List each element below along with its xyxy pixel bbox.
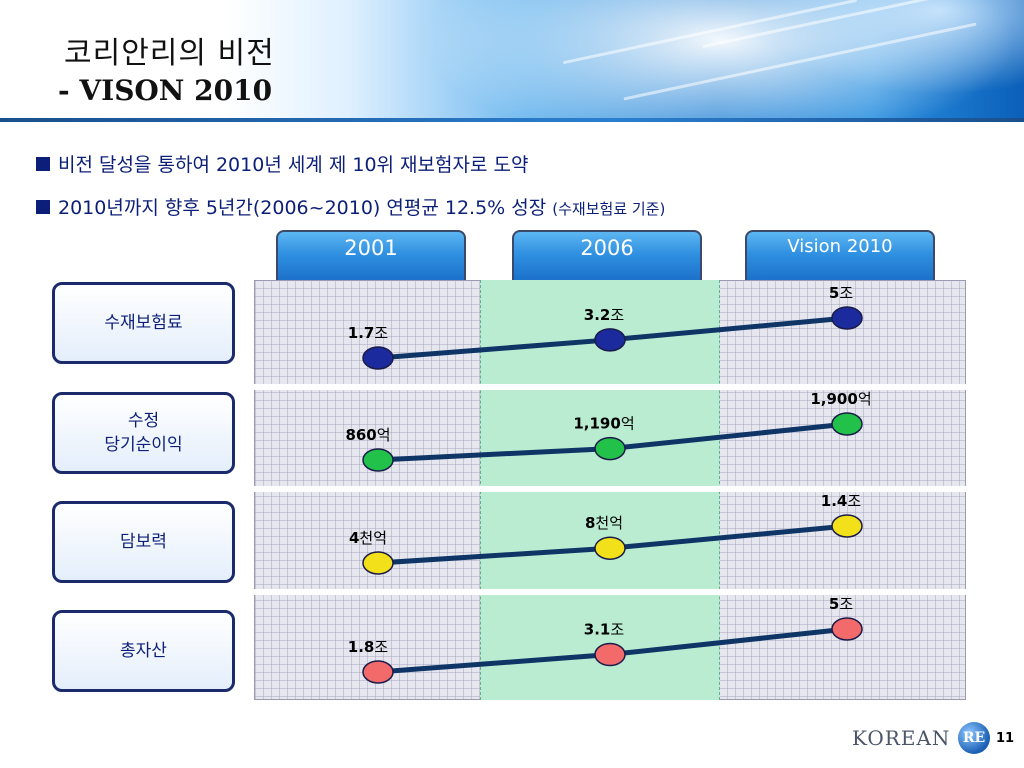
row-label-line: 당기순이익 bbox=[104, 435, 183, 455]
company-logo: KOREAN bbox=[852, 726, 951, 750]
data-label: 4천억 bbox=[349, 529, 387, 547]
data-label-value: 5 bbox=[829, 284, 839, 302]
data-label: 5조 bbox=[829, 595, 853, 613]
row-separator bbox=[254, 384, 966, 390]
data-label: 1.7조 bbox=[348, 324, 389, 342]
row-label-line: 수재보험료 bbox=[104, 313, 183, 333]
data-label-value: 4 bbox=[349, 529, 359, 547]
data-label-unit: 조 bbox=[610, 621, 624, 639]
row-label-total-assets: 총자산 bbox=[52, 610, 235, 692]
data-point bbox=[594, 642, 626, 667]
data-label-value: 3.2 bbox=[584, 306, 611, 324]
data-label-unit: 조 bbox=[839, 284, 853, 302]
data-point bbox=[831, 617, 863, 641]
data-label-value: 860 bbox=[345, 426, 376, 444]
data-label-unit: 억 bbox=[621, 415, 635, 433]
data-label: 1.8조 bbox=[348, 638, 389, 656]
data-label-value: 1.8 bbox=[348, 638, 375, 656]
row-label-line: 수정 bbox=[127, 411, 160, 431]
header-divider bbox=[0, 118, 1024, 122]
row-label-capacity: 담보력 bbox=[52, 501, 235, 583]
square-bullet-icon bbox=[36, 157, 50, 171]
data-point bbox=[831, 514, 863, 538]
data-label-value: 3.1 bbox=[584, 621, 611, 639]
row-label-premium: 수재보험료 bbox=[52, 282, 235, 364]
data-point bbox=[594, 536, 626, 560]
data-label-unit: 억 bbox=[858, 390, 872, 408]
data-label-value: 8 bbox=[585, 514, 595, 532]
data-point bbox=[362, 660, 394, 684]
data-label-unit: 억 bbox=[377, 426, 391, 444]
page-title: 코리안리의 비전 bbox=[64, 36, 275, 71]
data-label: 1,900억 bbox=[810, 390, 871, 408]
data-point bbox=[831, 412, 863, 436]
bullet-text: 비전 달성을 통하여 2010년 세계 제 10위 재보험자로 도약 bbox=[58, 154, 529, 176]
data-label: 860억 bbox=[345, 426, 390, 444]
header-banner bbox=[0, 0, 1024, 122]
row-separator bbox=[254, 486, 966, 492]
data-label-unit: 조 bbox=[839, 595, 853, 613]
data-label: 1.4조 bbox=[821, 492, 862, 510]
data-point bbox=[362, 448, 394, 472]
data-label: 8천억 bbox=[585, 514, 623, 532]
data-label: 1,190억 bbox=[573, 415, 634, 433]
page-number: 11 bbox=[996, 731, 1015, 746]
data-label-unit: 천억 bbox=[595, 514, 623, 532]
column-header-2001: 2001 bbox=[276, 230, 466, 282]
row-separator bbox=[254, 589, 966, 595]
data-label-unit: 조 bbox=[374, 324, 388, 342]
row-label-line: 총자산 bbox=[120, 641, 167, 661]
square-bullet-icon bbox=[36, 200, 50, 214]
page-subtitle: - VISON 2010 bbox=[58, 74, 273, 107]
data-label-unit: 천억 bbox=[359, 529, 387, 547]
data-label-unit: 조 bbox=[610, 306, 624, 324]
column-header-vision-2010: Vision 2010 bbox=[745, 230, 935, 282]
bullet-text: 2010년까지 향후 5년간(2006~2010) 연평균 12.5% 성장 bbox=[58, 197, 547, 219]
data-point bbox=[594, 436, 626, 461]
bullet-1: 비전 달성을 통하여 2010년 세계 제 10위 재보험자로 도약 bbox=[36, 150, 528, 177]
data-point bbox=[831, 306, 863, 330]
data-label-value: 1,190 bbox=[573, 415, 620, 433]
logo-badge-icon: RE bbox=[958, 722, 990, 754]
data-label: 5조 bbox=[829, 284, 853, 302]
data-point bbox=[362, 551, 394, 575]
bullet-note: (수재보험료 기준) bbox=[552, 200, 666, 218]
data-label-value: 5 bbox=[829, 595, 839, 613]
data-point bbox=[594, 328, 626, 352]
data-label-value: 1.7 bbox=[348, 324, 375, 342]
data-label: 3.2조 bbox=[584, 306, 625, 324]
data-label: 3.1조 bbox=[584, 621, 625, 639]
bullet-2: 2010년까지 향후 5년간(2006~2010) 연평균 12.5% 성장 (… bbox=[36, 193, 665, 220]
data-label-unit: 조 bbox=[374, 638, 388, 656]
data-label-unit: 조 bbox=[847, 492, 861, 510]
data-label-value: 1,900 bbox=[810, 390, 857, 408]
row-label-line: 담보력 bbox=[120, 532, 167, 552]
column-header-2006: 2006 bbox=[512, 230, 702, 282]
data-point bbox=[362, 346, 394, 370]
data-label-value: 1.4 bbox=[821, 492, 848, 510]
